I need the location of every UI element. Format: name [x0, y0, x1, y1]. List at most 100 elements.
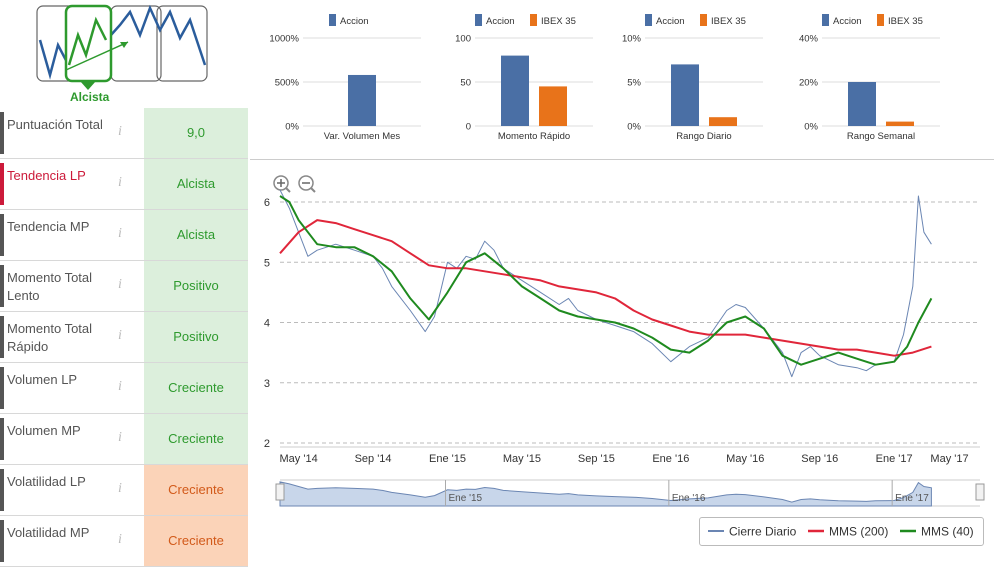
bar[interactable]	[539, 86, 567, 126]
row-marker	[0, 163, 4, 205]
row-value: Creciente	[144, 465, 248, 515]
bar[interactable]	[886, 121, 914, 126]
score-row: Momento Total Lento i Positivo	[0, 261, 248, 312]
row-marker	[0, 367, 4, 409]
trend-arrow-line	[65, 41, 129, 71]
legend-label: IBEX 35	[888, 16, 923, 27]
row-marker	[0, 214, 4, 256]
x-tick-label: May '15	[503, 453, 541, 465]
row-value: Alcista	[144, 210, 248, 260]
legend-label: MMS (200)	[829, 525, 888, 539]
info-icon[interactable]: i	[118, 481, 122, 496]
info-icon[interactable]: i	[118, 175, 122, 190]
row-value: Alcista	[144, 159, 248, 209]
thumb-bullish-line	[67, 16, 108, 66]
x-tick-label: Sep '14	[355, 453, 392, 465]
chart-legend: Cierre Diario MMS (200) MMS (40)	[699, 517, 984, 546]
bar[interactable]	[671, 64, 699, 126]
zoom-out-icon	[310, 187, 316, 193]
row-label: Volatilidad LP	[7, 474, 86, 489]
thumb-lateral-line	[110, 4, 207, 66]
y-tick-label: 6	[264, 197, 270, 209]
row-value: Creciente	[144, 516, 248, 566]
y-tick-label: 1000%	[269, 34, 299, 45]
zoom-controls	[273, 175, 316, 193]
zoom-in-icon	[285, 187, 291, 193]
x-tick-label: Ene '17	[876, 453, 913, 465]
row-marker	[0, 316, 4, 358]
info-icon[interactable]: i	[118, 226, 122, 241]
info-icon[interactable]: i	[118, 430, 122, 445]
legend-label: IBEX 35	[541, 16, 576, 27]
row-label: Puntuación Total	[7, 117, 103, 132]
trend-thumbnails	[36, 4, 208, 90]
legend-swatch	[822, 14, 829, 26]
row-label: Volumen MP	[7, 423, 81, 438]
row-value: Creciente	[144, 414, 248, 464]
legend-swatch	[877, 14, 884, 26]
mini-chart: Accion 0% 500% 1000% Var. Volumen Mes	[269, 14, 421, 142]
x-tick-label: Sep '15	[578, 453, 615, 465]
legend-swatch	[530, 14, 537, 26]
navigator-label: Ene '17	[895, 493, 929, 504]
score-row: Tendencia LP i Alcista	[0, 159, 248, 210]
x-tick-label: Sep '16	[801, 453, 838, 465]
row-label: Volatilidad MP	[7, 525, 90, 540]
y-tick-label: 100	[455, 34, 471, 45]
navigator-series	[279, 481, 932, 507]
score-row: Volatilidad LP i Creciente	[0, 465, 248, 516]
price-chart[interactable]: 2 3 4 5 6 May '14 Sep '14 Ene '15 May '15 Sep '15…	[250, 160, 994, 558]
row-marker	[0, 520, 4, 562]
y-tick-label: 0	[466, 122, 471, 133]
x-tick-label: Ene '15	[429, 453, 466, 465]
y-tick-label: 0%	[285, 122, 299, 133]
y-tick-label: 500%	[275, 78, 300, 89]
row-marker	[0, 265, 4, 307]
legend-swatch	[475, 14, 482, 26]
info-icon[interactable]: i	[118, 328, 122, 343]
row-label: Tendencia MP	[7, 219, 90, 234]
legend-label: Accion	[486, 16, 515, 27]
x-category-label: Var. Volumen Mes	[324, 131, 401, 142]
row-value: Positivo	[144, 261, 248, 311]
legend-label: Accion	[833, 16, 862, 27]
divider	[250, 159, 994, 160]
score-row: Tendencia MP i Alcista	[0, 210, 248, 261]
legend-label: Accion	[656, 16, 685, 27]
thumb-lateral[interactable]	[156, 5, 208, 82]
trend-arrow-head	[120, 42, 128, 48]
x-tick-label: May '17	[930, 453, 968, 465]
bar[interactable]	[348, 74, 376, 126]
legend-swatch	[645, 14, 652, 26]
score-row: Volumen LP i Creciente	[0, 363, 248, 414]
legend-label: Cierre Diario	[729, 525, 797, 539]
x-category-label: Rango Diario	[676, 131, 731, 142]
bar[interactable]	[848, 82, 876, 126]
info-icon[interactable]: i	[118, 532, 122, 547]
y-tick-label: 4	[264, 318, 270, 330]
row-marker	[0, 418, 4, 460]
row-value: Creciente	[144, 363, 248, 413]
bar[interactable]	[501, 55, 529, 126]
navigator-handle-left[interactable]	[275, 483, 285, 501]
legend-label: IBEX 35	[711, 16, 746, 27]
info-icon[interactable]: i	[118, 124, 122, 139]
navigator-label: Ene '16	[672, 493, 706, 504]
mini-chart: Accion IBEX 35 0 50 100 Momento Rápido	[455, 14, 593, 142]
bar[interactable]	[709, 117, 737, 126]
y-tick-label: 50	[460, 78, 471, 89]
legend-label: Accion	[340, 16, 369, 27]
x-category-label: Rango Semanal	[847, 131, 915, 142]
y-tick-label: 10%	[622, 34, 642, 45]
y-tick-label: 20%	[799, 78, 819, 89]
trend-label: Alcista	[70, 90, 110, 104]
row-label: Tendencia LP	[7, 168, 86, 183]
info-icon[interactable]: i	[118, 277, 122, 292]
x-tick-label: May '14	[280, 453, 318, 465]
score-row: Puntuación Total i 9,0	[0, 108, 248, 159]
info-icon[interactable]: i	[118, 379, 122, 394]
y-tick-label: 0%	[804, 122, 818, 133]
navigator-handle-right[interactable]	[975, 483, 985, 501]
selected-pointer	[80, 81, 96, 90]
